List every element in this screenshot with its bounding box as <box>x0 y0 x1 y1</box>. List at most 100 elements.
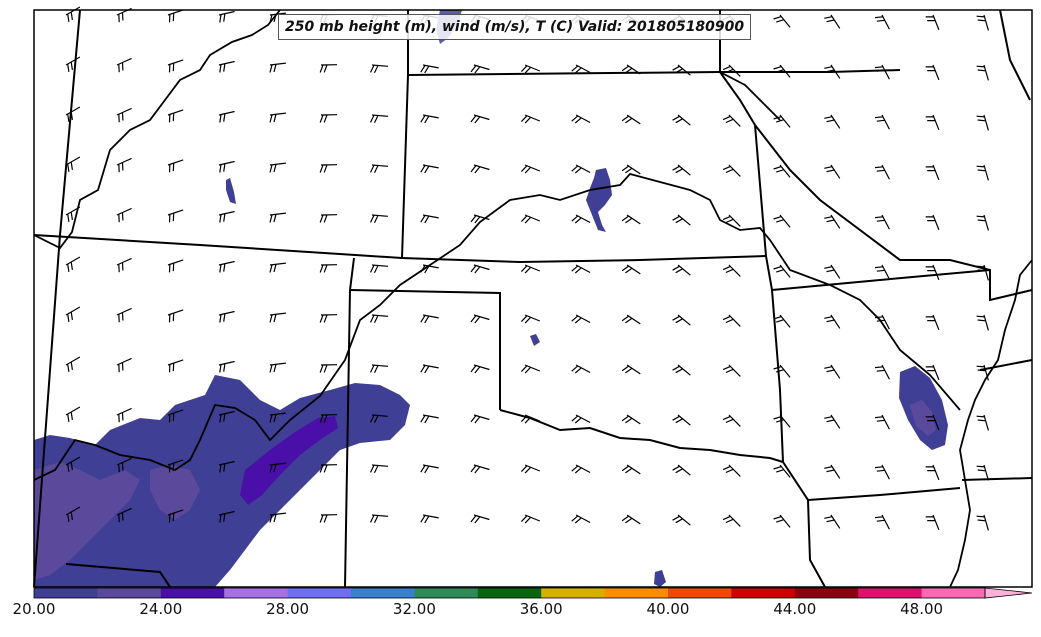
wind-barb <box>269 462 286 473</box>
wind-barb <box>874 314 890 330</box>
wind-barb <box>824 64 841 79</box>
wind-barb <box>218 360 235 373</box>
river-mississippi <box>949 259 1033 588</box>
wind-barb <box>420 214 439 224</box>
wind-barb <box>672 64 691 76</box>
wind-barb <box>824 164 841 179</box>
wind-barb <box>369 464 388 473</box>
colorbar-segment <box>160 588 225 598</box>
border-ok-east <box>765 255 784 463</box>
wind-barb <box>672 314 691 326</box>
wind-barb <box>269 12 286 23</box>
wind-barb <box>470 314 490 324</box>
wind-barb <box>773 264 791 278</box>
wind-barb <box>520 164 541 174</box>
wind-barb <box>925 314 940 331</box>
border-ar-south <box>807 487 961 501</box>
wind-barb <box>65 356 81 372</box>
wind-barb <box>976 114 989 131</box>
wind-barb <box>369 164 388 173</box>
wind-barb <box>65 156 81 172</box>
wind-barb <box>520 464 541 474</box>
border-mo-iowa <box>720 69 901 73</box>
border-tx-east <box>782 461 826 588</box>
wind-barb <box>773 514 791 528</box>
wind-barb <box>319 364 338 373</box>
colorbar-tick-label: 32.00 <box>392 600 436 618</box>
wind-barb <box>65 506 81 522</box>
wind-barb <box>269 162 286 173</box>
wind-barb <box>420 114 439 124</box>
wind-barb <box>571 514 591 524</box>
wind-barb <box>319 114 338 123</box>
wind-barb <box>976 64 989 81</box>
wind-barb <box>824 314 841 329</box>
wind-barb <box>571 314 591 324</box>
wind-barb <box>976 264 989 281</box>
wind-barb <box>672 164 691 176</box>
wind-barb <box>672 264 691 276</box>
border-ne-north <box>407 71 721 76</box>
wind-barb <box>773 164 791 178</box>
wind-barb <box>167 459 184 473</box>
wind-barb <box>722 164 741 177</box>
wind-barb <box>722 464 741 477</box>
wind-barb <box>319 264 338 273</box>
wind-barb <box>218 210 235 223</box>
wind-barb <box>672 514 691 526</box>
colorbar-tick-label: 48.00 <box>900 600 944 618</box>
wind-barb <box>269 212 286 223</box>
wind-barb <box>672 364 691 376</box>
wind-barb <box>470 64 490 74</box>
colorbar-tick-label: 28.00 <box>266 600 310 618</box>
wind-barb <box>874 464 890 480</box>
wind-barb <box>520 64 541 74</box>
wind-barb <box>621 314 641 325</box>
wind-barb <box>672 464 691 476</box>
wind-barb <box>167 509 184 523</box>
wind-barb <box>672 214 691 226</box>
wind-barb <box>976 464 989 481</box>
wind-barb <box>420 164 439 174</box>
colorbar-segment <box>224 588 289 598</box>
colorbar-segment <box>604 588 669 598</box>
temperature-fill <box>34 10 948 587</box>
wind-barb <box>218 260 235 273</box>
colorbar-segment <box>921 588 986 598</box>
colorbar-segment <box>731 588 796 598</box>
wind-barb <box>824 114 841 129</box>
wind-barb <box>773 314 791 328</box>
border-wy-co-north <box>33 234 403 259</box>
wind-barb <box>976 314 989 331</box>
wind-barb <box>571 114 591 124</box>
border-ne-ks <box>401 255 767 264</box>
wind-barb <box>470 414 490 424</box>
wind-barb <box>319 64 338 73</box>
border-co-east <box>349 257 355 291</box>
wind-barb <box>672 414 691 426</box>
wind-barb <box>925 114 940 131</box>
wind-barb <box>621 164 641 175</box>
wind-barb <box>976 514 989 531</box>
wind-barbs <box>65 6 989 531</box>
wind-barb <box>470 164 490 174</box>
wind-barb <box>369 114 388 123</box>
wind-barb <box>369 64 388 73</box>
wind-barb <box>874 514 890 530</box>
colorbar-segment <box>794 588 859 598</box>
wind-barb <box>269 412 286 423</box>
wind-barb <box>874 214 890 230</box>
border-la-ms <box>961 477 1033 481</box>
wind-barb <box>571 64 591 74</box>
wind-barb <box>470 264 490 274</box>
wind-barb <box>925 364 940 381</box>
wind-barb <box>167 359 184 373</box>
wind-barb <box>976 364 989 381</box>
wind-barb <box>621 214 641 225</box>
map-title: 250 mb height (m), wind (m/s), T (C) Val… <box>278 14 752 40</box>
wind-barb <box>621 414 641 425</box>
wind-barb <box>773 114 791 128</box>
wind-barb <box>925 514 940 531</box>
colorbar-segment <box>541 588 606 598</box>
